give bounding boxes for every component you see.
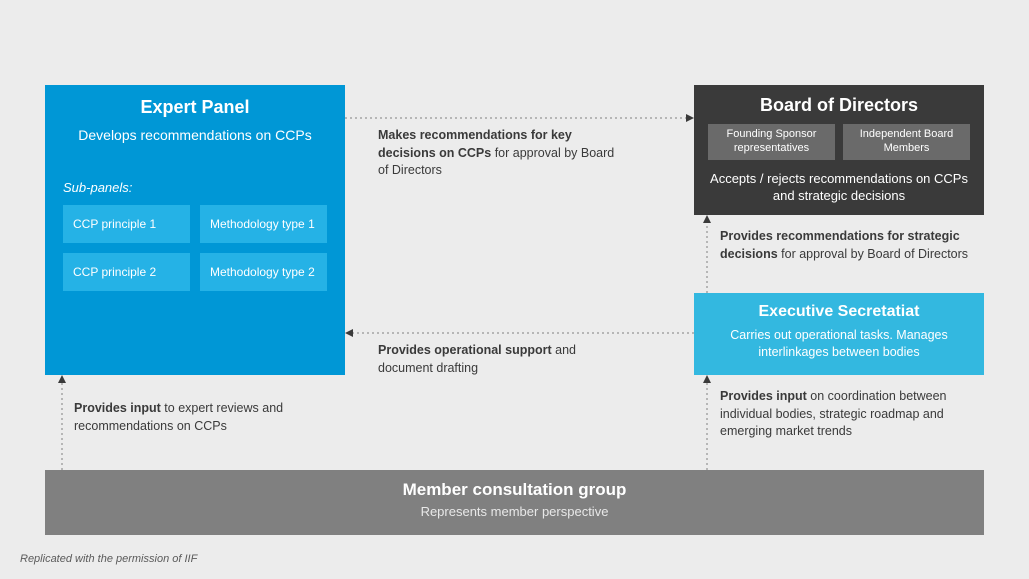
subpanels-label: Sub-panels: (63, 180, 327, 195)
arrow-exec-to-board (700, 215, 714, 293)
expert-panel-title: Expert Panel (63, 97, 327, 118)
arrow-member-to-expert (55, 375, 69, 470)
member-group-title: Member consultation group (55, 480, 974, 500)
annotation-rest: for approval by Board of Directors (778, 247, 968, 261)
expert-panel-desc: Develops recommendations on CCPs (63, 126, 327, 146)
member-group-box: Member consultation group Represents mem… (45, 470, 984, 535)
annotation-member-to-expert: Provides input to expert reviews and rec… (74, 400, 334, 435)
executive-desc: Carries out operational tasks. Manages i… (708, 327, 970, 361)
board-title: Board of Directors (708, 95, 970, 116)
executive-title: Executive Secretatiat (708, 303, 970, 321)
subpanel-grid: CCP principle 1 Methodology type 1 CCP p… (63, 205, 327, 291)
board-subgroup-item: Founding Sponsor representatives (708, 124, 835, 160)
annotation-expert-to-board: Makes recommendations for key decisions … (378, 127, 628, 180)
annotation-exec-to-board: Provides recommendations for strategic d… (720, 228, 980, 263)
board-desc: Accepts / rejects recommendations on CCP… (708, 170, 970, 205)
executive-box: Executive Secretatiat Carries out operat… (694, 293, 984, 375)
subpanel-item: CCP principle 2 (63, 253, 190, 291)
annotation-bold: Provides input (720, 389, 807, 403)
footnote: Replicated with the permission of IIF (20, 553, 197, 565)
subpanel-item: CCP principle 1 (63, 205, 190, 243)
subpanel-item: Methodology type 2 (200, 253, 327, 291)
annotation-exec-to-expert: Provides operational support and documen… (378, 342, 628, 377)
board-subgroup-item: Independent Board Members (843, 124, 970, 160)
arrow-expert-to-board (345, 113, 694, 123)
arrow-exec-to-expert (345, 328, 694, 338)
member-group-desc: Represents member perspective (55, 504, 974, 519)
annotation-member-to-exec: Provides input on coordination between i… (720, 388, 990, 441)
board-box: Board of Directors Founding Sponsor repr… (694, 85, 984, 215)
expert-panel-box: Expert Panel Develops recommendations on… (45, 85, 345, 375)
board-subgroups: Founding Sponsor representatives Indepen… (708, 124, 970, 160)
arrow-member-to-exec (700, 375, 714, 470)
subpanel-item: Methodology type 1 (200, 205, 327, 243)
annotation-bold: Provides input (74, 401, 161, 415)
annotation-bold: Provides operational support (378, 343, 552, 357)
